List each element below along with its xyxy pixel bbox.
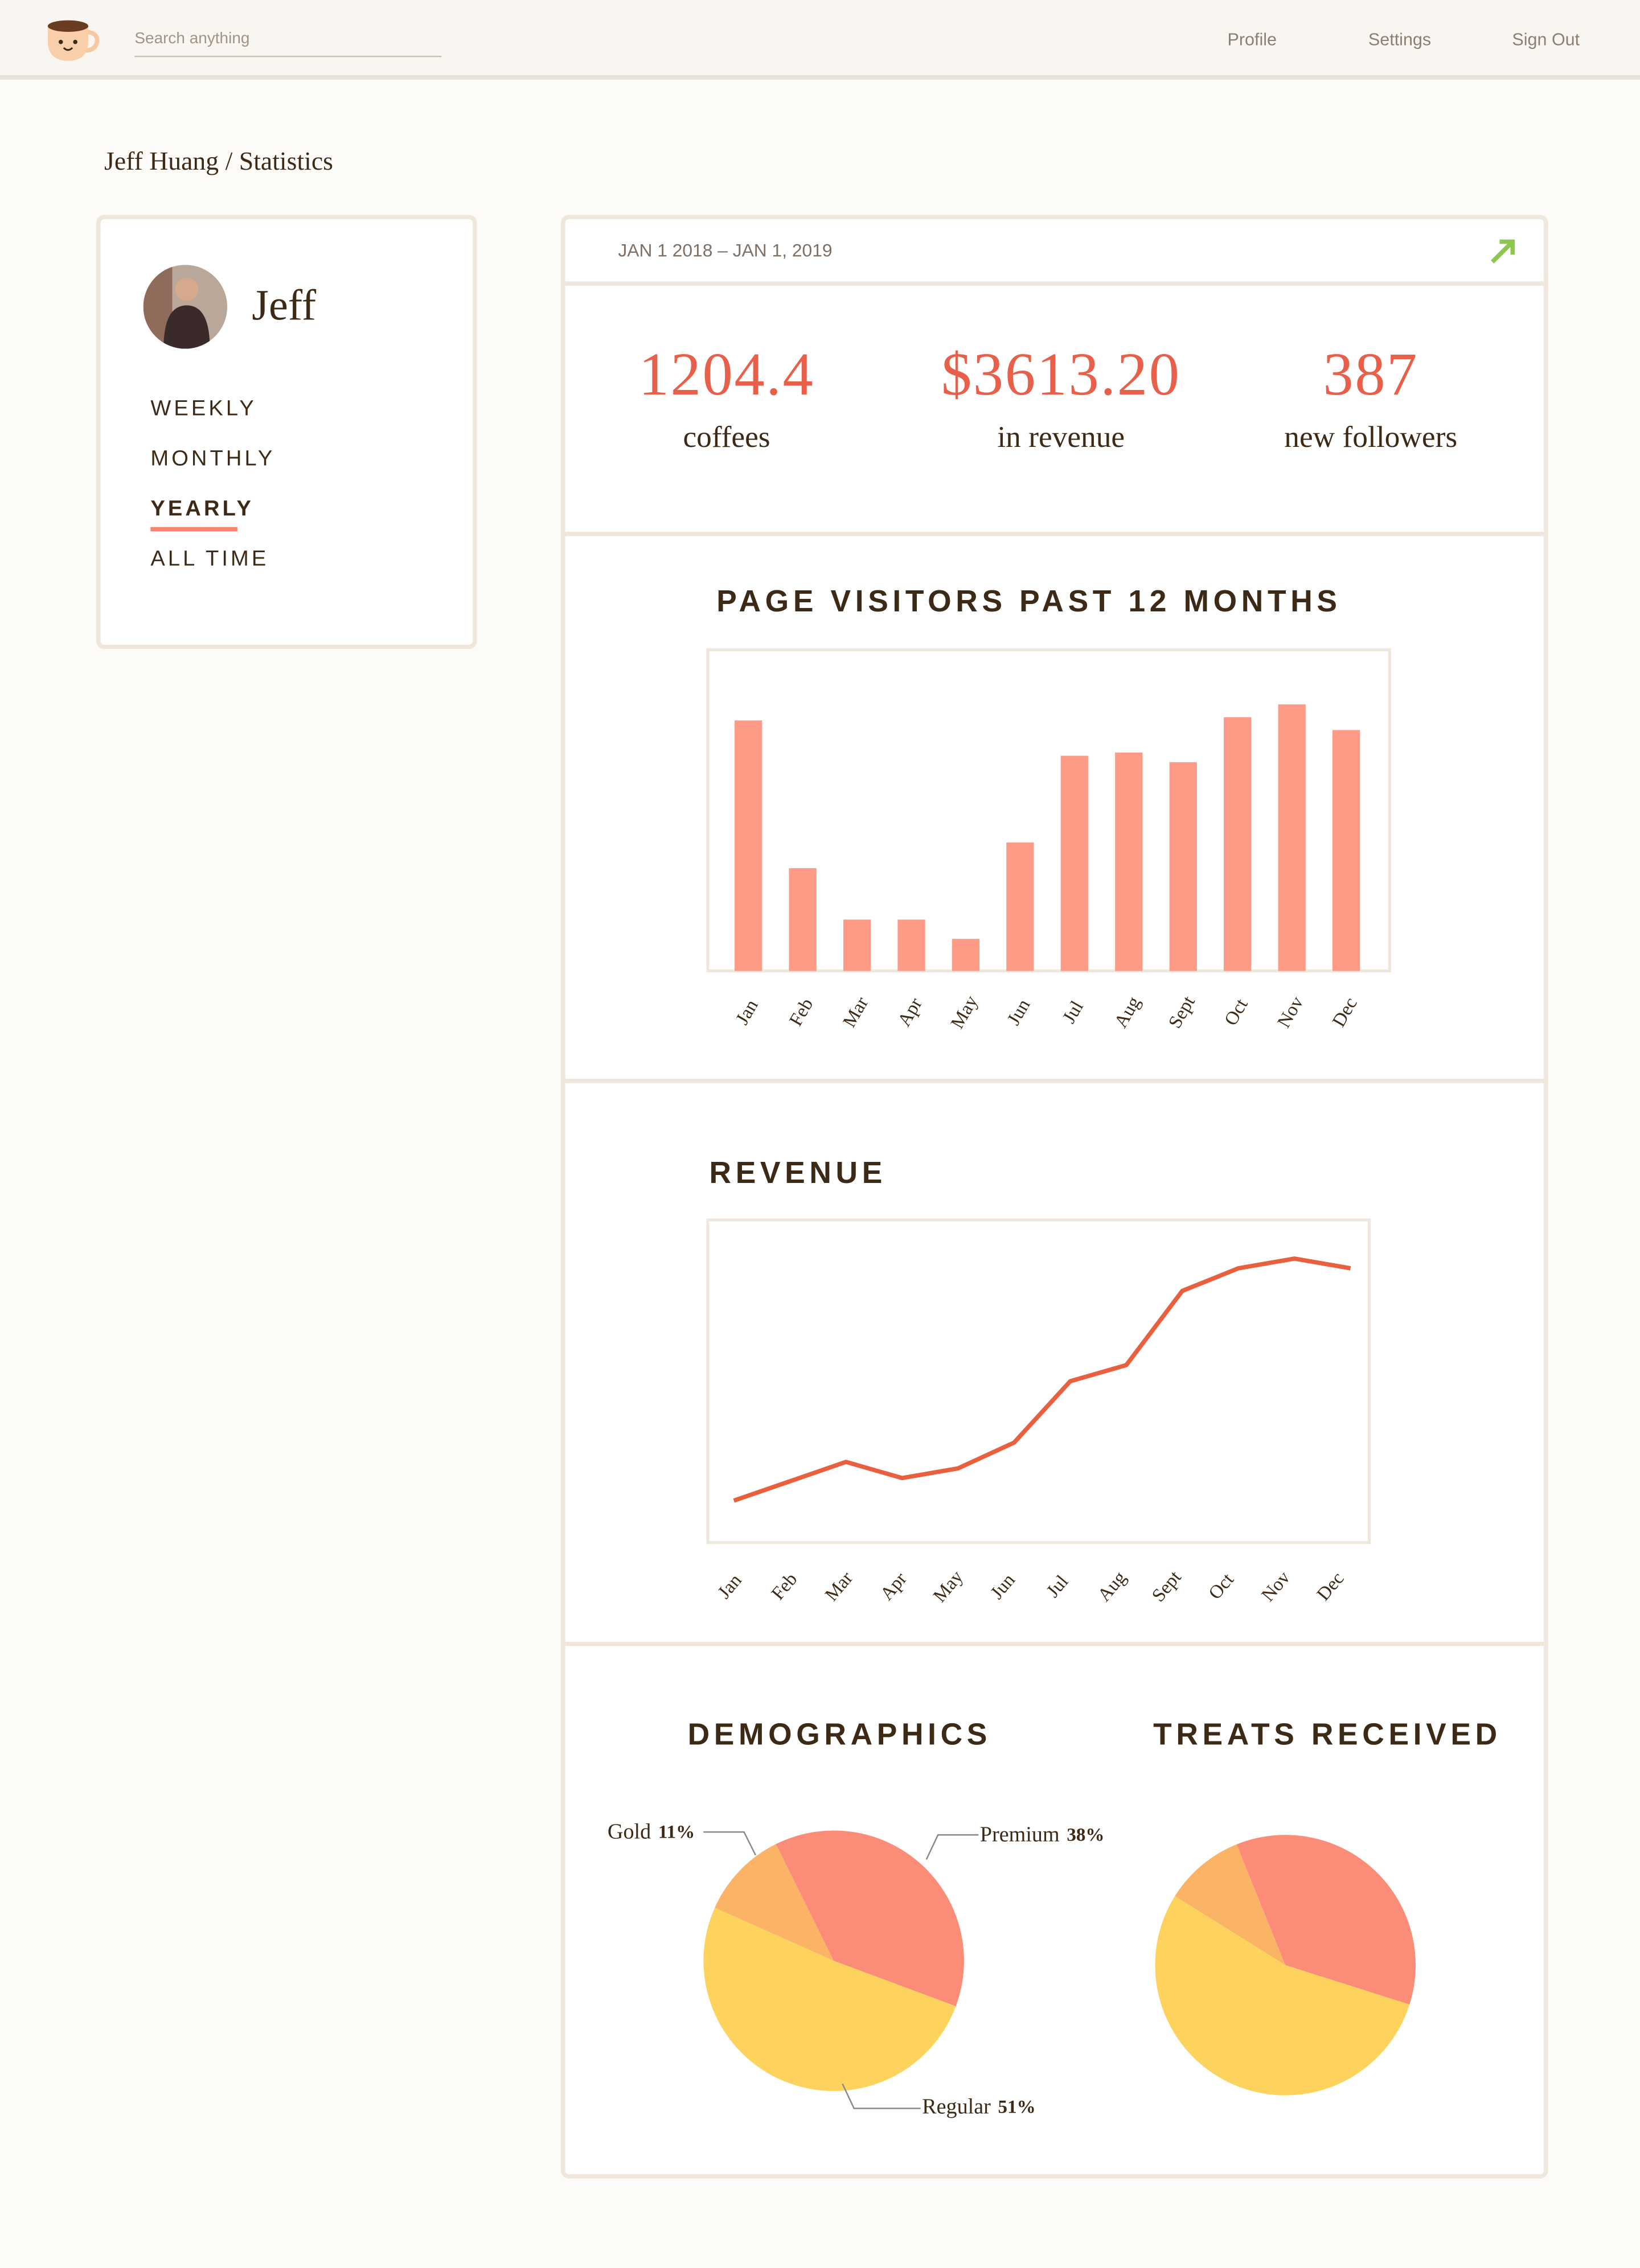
- pie-slice: [1236, 1835, 1416, 2005]
- slice-percent: 51%: [998, 2097, 1036, 2117]
- stat-value: $3613.20: [941, 341, 1181, 408]
- main-panel: [560, 215, 1548, 2179]
- chart-title: REVENUE: [710, 1156, 887, 1190]
- slice-percent: 38%: [1067, 1825, 1104, 1845]
- period-option[interactable]: WEEKLY: [150, 396, 257, 420]
- bar: [897, 919, 925, 971]
- bar: [789, 868, 817, 971]
- nav-link[interactable]: Profile: [1228, 30, 1277, 49]
- search-input[interactable]: Search anything: [134, 29, 249, 47]
- user-name: Jeff: [252, 281, 317, 329]
- stat-value: 387: [1323, 341, 1418, 408]
- plot-frame: [706, 1218, 1371, 1544]
- logo: [47, 20, 100, 61]
- line: [733, 1256, 1351, 1503]
- plot-frame: [706, 648, 1391, 973]
- avatar: [143, 265, 228, 349]
- leader-line: [703, 1831, 757, 1856]
- bar: [1332, 730, 1360, 971]
- stat-label: coffees: [683, 420, 770, 454]
- breadcrumb: Jeff Huang / Statistics: [104, 146, 333, 175]
- slice-percent: 11%: [658, 1822, 695, 1842]
- bar: [843, 919, 871, 971]
- stat-value: 1204.4: [639, 341, 815, 408]
- stat-label: new followers: [1284, 420, 1457, 454]
- period-option[interactable]: YEARLY: [150, 496, 254, 520]
- slice-label: Regular 51%: [922, 2094, 1035, 2118]
- bar: [1278, 704, 1306, 971]
- nav-link[interactable]: Sign Out: [1512, 30, 1580, 49]
- period-option[interactable]: ALL TIME: [150, 546, 269, 570]
- pie-slice: [1155, 1896, 1410, 2096]
- leader-line: [925, 1834, 979, 1860]
- bar: [1060, 755, 1089, 971]
- slice-name: Regular: [922, 2094, 991, 2118]
- slice-name: Premium: [980, 1822, 1060, 1846]
- pie-slice: [776, 1830, 964, 2007]
- chart-title: DEMOGRAPHICS: [688, 1718, 991, 1751]
- pie-slice: [703, 1908, 956, 2092]
- leader-line: [842, 2083, 921, 2109]
- bar: [1169, 762, 1197, 971]
- trend-arrow: [1491, 239, 1515, 264]
- date-range: JAN 1 2018 – JAN 1, 2019: [618, 240, 832, 261]
- chart-title: TREATS RECEIVED: [1153, 1718, 1502, 1751]
- slice-label: Premium 38%: [980, 1822, 1105, 1846]
- bar: [1115, 752, 1143, 971]
- slice-label: Gold 11%: [608, 1819, 695, 1843]
- bar: [952, 939, 980, 971]
- nav-link[interactable]: Settings: [1368, 30, 1431, 49]
- bar: [1006, 842, 1034, 971]
- stat-label: in revenue: [997, 420, 1125, 454]
- selected-underline: [150, 527, 237, 532]
- slice-name: Gold: [608, 1819, 651, 1843]
- period-option[interactable]: MONTHLY: [150, 446, 275, 470]
- chart-title: PAGE VISITORS PAST 12 MONTHS: [716, 585, 1341, 618]
- header: [0, 0, 1640, 76]
- header-shadow: [0, 75, 1640, 80]
- pie-slice: [715, 1844, 834, 1961]
- bar: [1224, 717, 1252, 971]
- pie-slice: [1175, 1844, 1286, 1965]
- bar: [735, 720, 762, 971]
